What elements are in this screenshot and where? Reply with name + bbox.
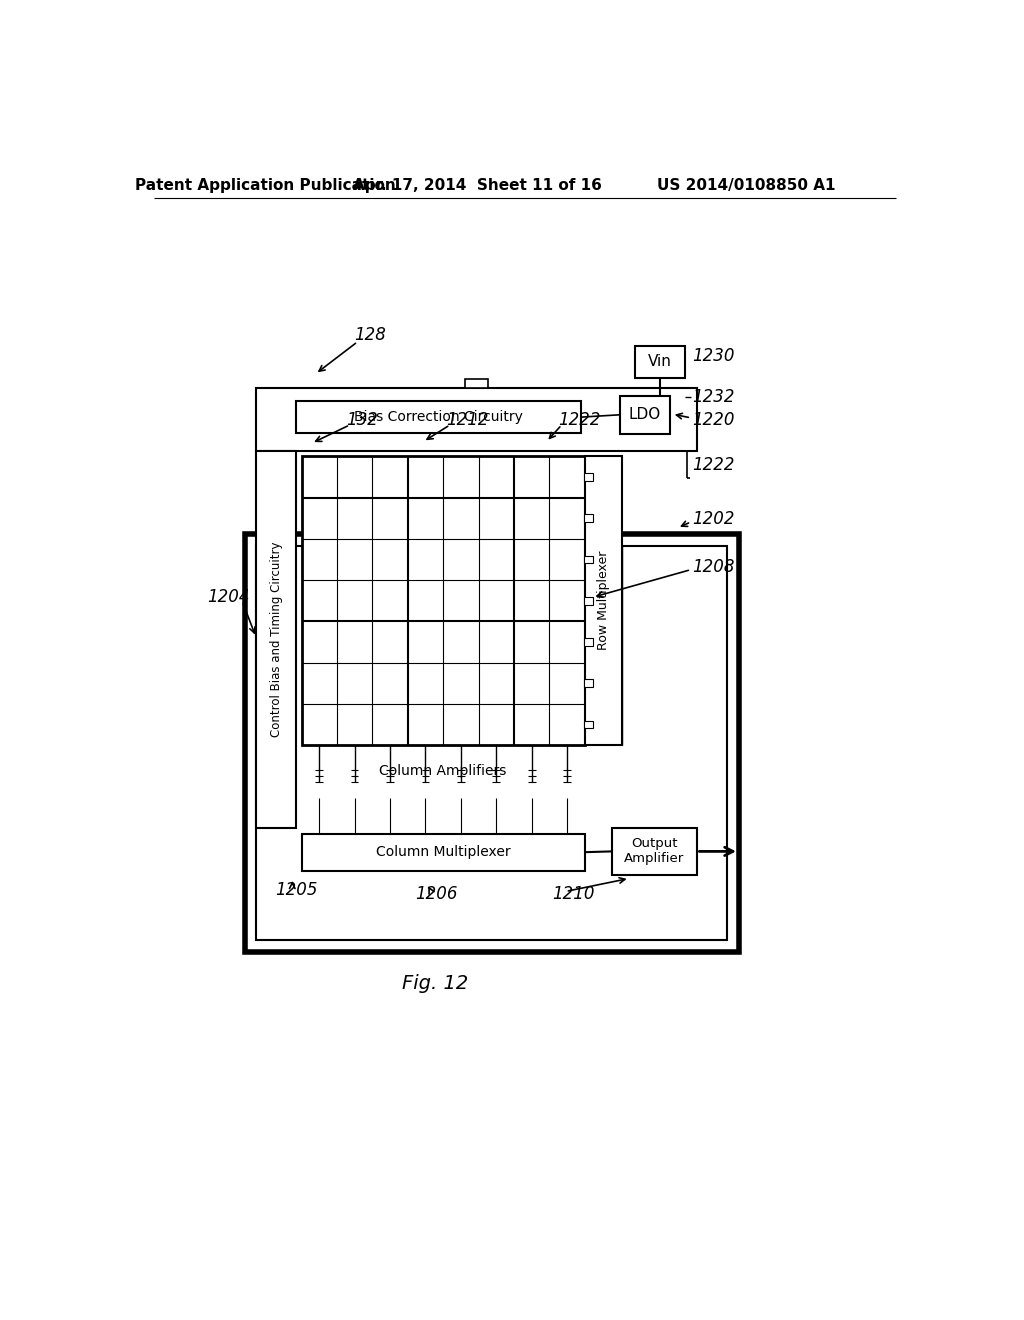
Text: 128: 128 — [354, 326, 386, 345]
Text: 1208: 1208 — [692, 557, 735, 576]
FancyBboxPatch shape — [256, 545, 727, 940]
Text: LDO: LDO — [629, 408, 660, 422]
Text: 1210: 1210 — [553, 884, 595, 903]
FancyBboxPatch shape — [584, 556, 593, 564]
Text: Control Bias and Timing Circuitry: Control Bias and Timing Circuitry — [269, 543, 283, 738]
FancyBboxPatch shape — [256, 388, 696, 451]
FancyBboxPatch shape — [296, 401, 581, 433]
Text: Row Multiplexer: Row Multiplexer — [597, 550, 610, 651]
FancyBboxPatch shape — [584, 597, 593, 605]
FancyBboxPatch shape — [584, 721, 593, 729]
FancyBboxPatch shape — [620, 396, 670, 434]
Text: Bias Correction Circuitry: Bias Correction Circuitry — [354, 411, 523, 424]
FancyBboxPatch shape — [301, 457, 585, 744]
FancyBboxPatch shape — [301, 834, 585, 871]
Text: Fig. 12: Fig. 12 — [401, 974, 468, 994]
FancyBboxPatch shape — [245, 535, 739, 952]
Text: 1202: 1202 — [692, 510, 735, 528]
Text: 1206: 1206 — [416, 884, 458, 903]
FancyBboxPatch shape — [611, 829, 696, 875]
Text: Column Multiplexer: Column Multiplexer — [376, 845, 511, 859]
Text: Patent Application Publication: Patent Application Publication — [135, 178, 395, 193]
FancyBboxPatch shape — [584, 515, 593, 523]
Text: 1204: 1204 — [208, 589, 250, 606]
FancyBboxPatch shape — [256, 451, 296, 829]
FancyBboxPatch shape — [584, 473, 593, 480]
Text: US 2014/0108850 A1: US 2014/0108850 A1 — [657, 178, 836, 193]
Text: 1222: 1222 — [692, 455, 735, 474]
Text: 1220: 1220 — [692, 412, 735, 429]
Text: 132: 132 — [346, 412, 378, 429]
Text: 1222: 1222 — [558, 412, 600, 429]
FancyBboxPatch shape — [585, 457, 622, 744]
Text: Apr. 17, 2014  Sheet 11 of 16: Apr. 17, 2014 Sheet 11 of 16 — [352, 178, 601, 193]
FancyBboxPatch shape — [584, 638, 593, 645]
FancyBboxPatch shape — [465, 379, 487, 388]
Text: Output
Amplifier: Output Amplifier — [624, 837, 684, 866]
Text: 1230: 1230 — [692, 347, 735, 366]
Text: 1232: 1232 — [692, 388, 735, 407]
FancyBboxPatch shape — [635, 346, 685, 378]
Text: 1212: 1212 — [446, 412, 488, 429]
Text: 1205: 1205 — [275, 880, 317, 899]
Text: Vin: Vin — [648, 354, 672, 370]
Text: Column Amplifiers: Column Amplifiers — [380, 764, 507, 779]
FancyBboxPatch shape — [584, 680, 593, 688]
